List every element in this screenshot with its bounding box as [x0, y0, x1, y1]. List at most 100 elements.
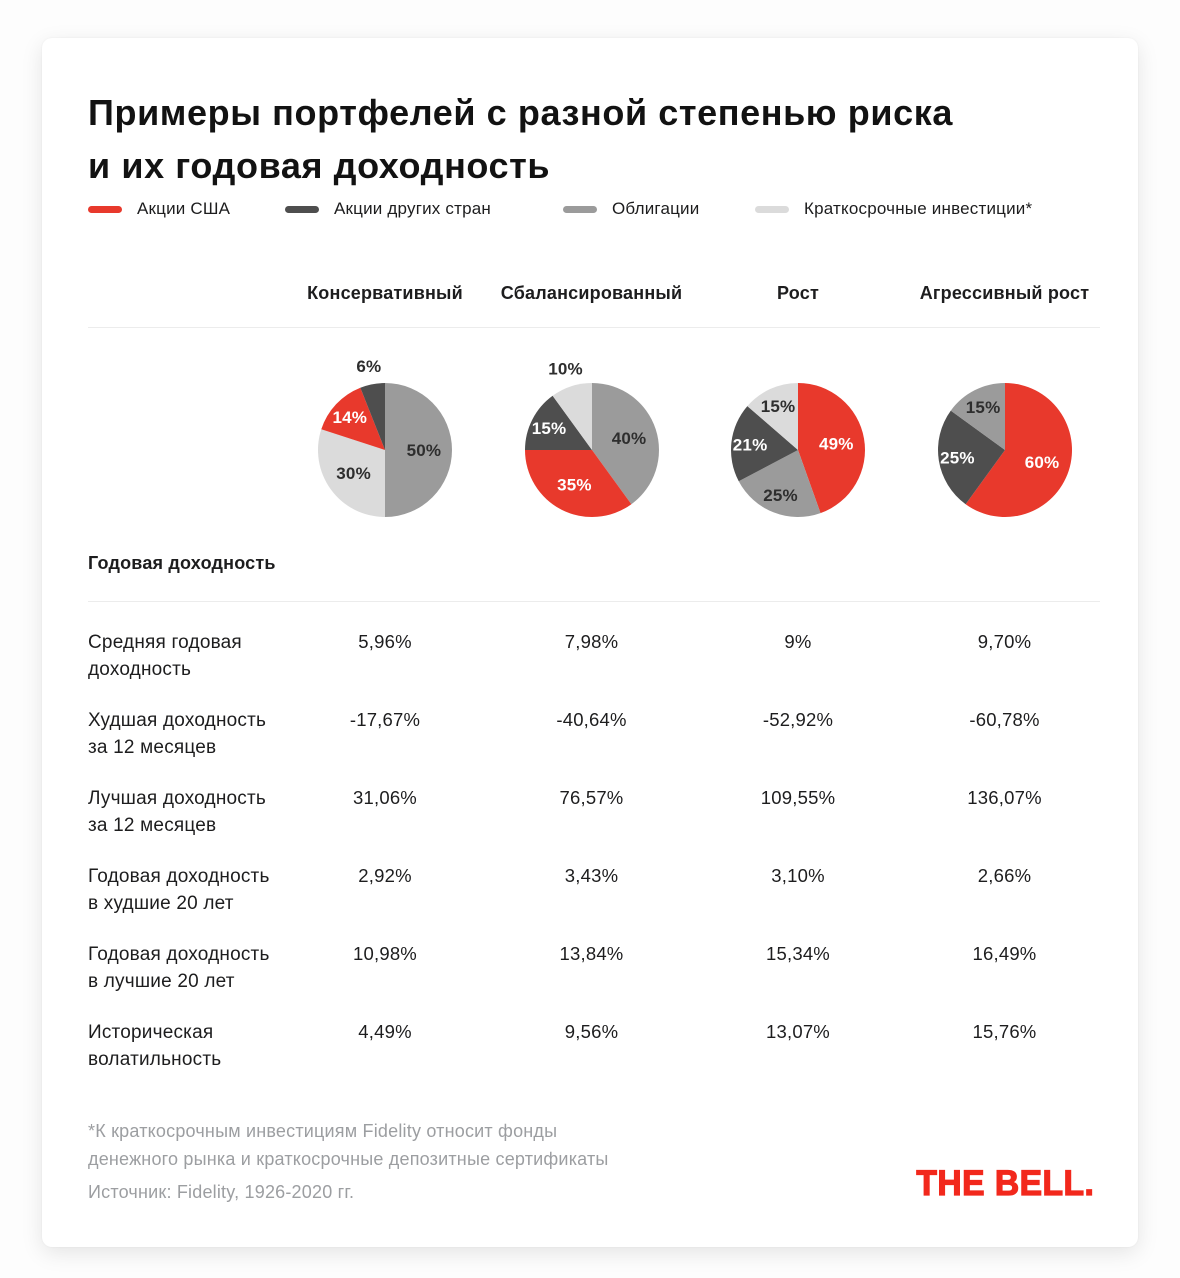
legend-label: Облигации	[612, 199, 700, 218]
pie-slice-intl_stocks	[937, 410, 1005, 505]
row-label: Лучшая доходность за 12 месяцев	[88, 785, 282, 839]
pie-slice-label: 50%	[407, 441, 442, 460]
pie-slice-label: 15%	[761, 397, 796, 416]
pie-chart-aggressive: 60% 25% 15%	[937, 383, 1072, 517]
pie-slice-label: 49%	[819, 434, 854, 453]
table-cell: 4,49%	[358, 1021, 412, 1042]
pie-slice-intl_stocks	[524, 395, 592, 450]
pie-slice-label: 15%	[531, 419, 566, 438]
pie-chart-growth: 49% 25% 21% 15%	[730, 383, 865, 517]
pie-slice-bonds	[950, 383, 1005, 450]
pie-chart-balanced: 40% 35% 15% 10%	[524, 359, 659, 517]
footnote-line: *К краткосрочным инвестициям Fidelity от…	[88, 1121, 558, 1141]
table-cell: 9,56%	[564, 1021, 619, 1042]
the-bell-logo: THE BELL.	[915, 1163, 1094, 1203]
row-label-line: Годовая доходность	[88, 944, 270, 965]
pie-slice-intl_stocks	[730, 406, 798, 482]
pie-slice-us_stocks	[798, 383, 865, 514]
pie-slice-us_stocks	[524, 450, 631, 517]
table-cell: 7,98%	[564, 631, 619, 652]
pie-cell-balanced: 40% 35% 15% 10%	[488, 352, 695, 540]
table-cell: 9%	[784, 631, 812, 652]
pie-cell-aggressive: 60% 25% 15%	[901, 352, 1108, 540]
pie-slice-label: 15%	[965, 398, 1000, 417]
spacer	[88, 283, 282, 304]
table-row: Средняя годовая доходность 5,96% 7,98% 9%…	[88, 629, 1108, 707]
row-label-line: Средняя годовая	[88, 632, 242, 653]
pie-slice-label: 14%	[332, 408, 367, 427]
pie-slice-label: 35%	[557, 476, 592, 495]
infographic-card: Примеры портфелей с разной степенью риск…	[42, 38, 1138, 1247]
pie-chart-conservative: 50% 30% 14% 6%	[318, 357, 452, 517]
column-header-growth: Рост	[777, 283, 819, 303]
table-cell: -52,92%	[762, 709, 834, 730]
row-label-line: Лучшая доходность	[88, 788, 266, 809]
legend-item-bonds: Облигации	[563, 198, 699, 220]
table-cell: 2,66%	[977, 865, 1032, 886]
pie-slice-bonds	[738, 450, 821, 517]
column-header-balanced: Сбалансированный	[500, 283, 683, 303]
table-cell: -60,78%	[969, 709, 1040, 730]
pie-slice-label: 60%	[1024, 453, 1059, 472]
row-label-line: за 12 месяцев	[88, 737, 217, 758]
source-note: Источник: Fidelity, 1926-2020 гг.	[88, 1182, 355, 1202]
table-row: Годовая доходность в худшие 20 лет 2,92% …	[88, 863, 1108, 941]
legend-swatch-intl-stocks	[285, 205, 319, 213]
table-cell: 109,55%	[760, 787, 836, 808]
legend-swatch-short-term	[755, 205, 789, 213]
pie-slice-us_stocks	[321, 387, 385, 450]
page-title-line2: и их годовая доходность	[88, 145, 551, 186]
legend-item-short-term: Краткосрочные инвестиции*	[755, 198, 1032, 220]
row-label: Годовая доходность в худшие 20 лет	[88, 863, 282, 917]
table-cell: 5,96%	[358, 631, 412, 652]
divider	[88, 601, 1100, 602]
page-title: Примеры портфелей с разной степенью риск…	[42, 38, 1138, 192]
pie-slice-us_stocks	[965, 383, 1072, 517]
column-header-aggressive: Агрессивный рост	[919, 283, 1090, 303]
portfolio-headers: Консервативный Сбалансированный Рост Агр…	[88, 283, 1108, 304]
table-cell: -17,67%	[349, 709, 421, 730]
legend-swatch-us-stocks	[88, 205, 122, 213]
pie-slice-label: 30%	[336, 464, 371, 483]
legend: Акции США Акции других стран Облигации К…	[42, 198, 1138, 220]
table-row: Историческая волатильность 4,49% 9,56% 13…	[88, 1019, 1108, 1097]
table-cell: 16,49%	[972, 943, 1037, 964]
pie-slice-label: 40%	[611, 429, 646, 448]
pie-slice-label: 6%	[356, 357, 381, 376]
row-label: Годовая доходность в лучшие 20 лет	[88, 941, 282, 995]
spacer	[88, 352, 282, 540]
legend-label: Акции других стран	[334, 199, 492, 218]
table-cell: 15,76%	[972, 1021, 1037, 1042]
legend-item-us-stocks: Акции США	[88, 198, 230, 220]
pie-slice-label: 25%	[940, 449, 975, 468]
footnote: *К краткосрочным инвестициям Fidelity от…	[88, 1117, 1138, 1173]
table-cell: 9,70%	[977, 631, 1032, 652]
pie-slice-label: 21%	[733, 436, 768, 455]
row-label-line: в лучшие 20 лет	[88, 971, 235, 992]
row-label: Историческая волатильность	[88, 1019, 282, 1073]
pie-slice-short_term	[552, 383, 592, 450]
pie-cell-conservative: 50% 30% 14% 6%	[282, 352, 488, 540]
row-label-line: Годовая доходность	[88, 866, 270, 887]
row-label-line: за 12 месяцев	[88, 815, 217, 836]
table-cell: 136,07%	[967, 787, 1042, 808]
pie-slice-short_term	[318, 429, 385, 517]
table-cell: 3,10%	[771, 865, 825, 886]
pie-slice-bonds	[385, 383, 452, 517]
table-cell: 2,92%	[358, 865, 412, 886]
pie-slice-label: 25%	[763, 486, 798, 505]
legend-item-intl-stocks: Акции других стран	[285, 198, 491, 220]
row-label-line: доходность	[88, 659, 192, 680]
divider	[88, 327, 1100, 328]
row-label-line: Историческая	[88, 1022, 214, 1043]
table-cell: 13,84%	[559, 943, 624, 964]
table-cell: -40,64%	[556, 709, 627, 730]
table-row: Лучшая доходность за 12 месяцев 31,06% 76…	[88, 785, 1108, 863]
legend-label: Акции США	[137, 199, 231, 218]
pie-cell-growth: 49% 25% 21% 15%	[695, 352, 901, 540]
row-label: Средняя годовая доходность	[88, 629, 282, 683]
table-cell: 13,07%	[766, 1021, 830, 1042]
table-row: Годовая доходность в лучшие 20 лет 10,98%…	[88, 941, 1108, 1019]
table-cell: 31,06%	[353, 787, 417, 808]
